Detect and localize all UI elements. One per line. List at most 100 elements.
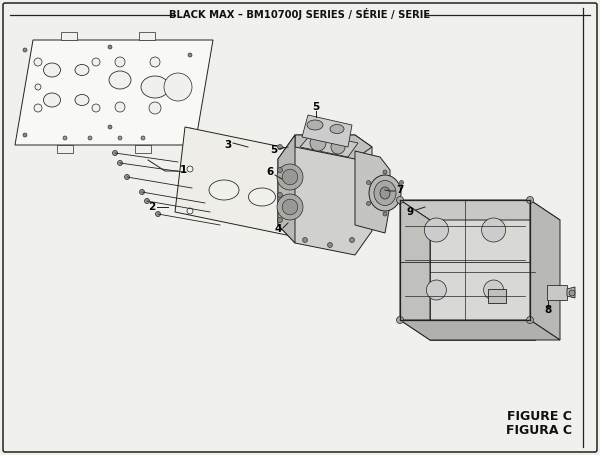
Circle shape xyxy=(277,145,283,150)
Text: FIGURE C: FIGURE C xyxy=(507,410,572,424)
Text: 7: 7 xyxy=(397,185,404,195)
Text: 5: 5 xyxy=(313,102,320,112)
Circle shape xyxy=(63,136,67,140)
Polygon shape xyxy=(567,287,575,298)
Circle shape xyxy=(331,140,345,154)
FancyBboxPatch shape xyxy=(3,3,597,452)
Circle shape xyxy=(92,58,100,66)
Ellipse shape xyxy=(248,188,275,206)
Text: FIGURA C: FIGURA C xyxy=(506,424,572,436)
Circle shape xyxy=(484,280,503,300)
Circle shape xyxy=(23,48,27,52)
Circle shape xyxy=(424,218,448,242)
Ellipse shape xyxy=(44,63,61,77)
Circle shape xyxy=(482,218,506,242)
Polygon shape xyxy=(400,320,560,340)
Ellipse shape xyxy=(75,65,89,76)
Bar xyxy=(430,215,535,340)
Circle shape xyxy=(282,169,298,185)
Circle shape xyxy=(125,175,130,180)
Ellipse shape xyxy=(314,203,336,218)
Circle shape xyxy=(23,133,27,137)
Ellipse shape xyxy=(369,175,401,211)
Circle shape xyxy=(277,194,303,220)
Bar xyxy=(547,285,567,300)
Bar xyxy=(488,288,506,303)
Text: 8: 8 xyxy=(544,305,551,315)
Circle shape xyxy=(108,45,112,49)
Circle shape xyxy=(335,182,341,188)
Ellipse shape xyxy=(330,125,344,133)
Text: BLACK MAX – BM10700J SERIES / SÉRIE / SERIE: BLACK MAX – BM10700J SERIES / SÉRIE / SE… xyxy=(169,7,431,20)
Circle shape xyxy=(187,166,193,172)
Circle shape xyxy=(150,57,160,67)
Circle shape xyxy=(367,181,371,184)
Circle shape xyxy=(115,57,125,67)
Ellipse shape xyxy=(44,93,61,107)
Polygon shape xyxy=(61,32,77,40)
Circle shape xyxy=(34,58,42,66)
Circle shape xyxy=(527,317,533,324)
Circle shape xyxy=(427,280,446,300)
Circle shape xyxy=(164,73,192,101)
Polygon shape xyxy=(175,127,345,245)
Circle shape xyxy=(108,125,112,129)
Ellipse shape xyxy=(307,120,323,130)
Circle shape xyxy=(115,102,125,112)
Circle shape xyxy=(383,170,387,174)
Text: 5: 5 xyxy=(271,145,278,155)
Circle shape xyxy=(92,104,100,112)
Circle shape xyxy=(328,243,332,248)
Ellipse shape xyxy=(374,181,396,206)
Circle shape xyxy=(139,189,145,194)
Circle shape xyxy=(400,181,403,184)
Circle shape xyxy=(88,136,92,140)
Circle shape xyxy=(155,212,161,217)
Circle shape xyxy=(277,167,283,172)
Circle shape xyxy=(302,238,308,243)
Ellipse shape xyxy=(287,197,313,213)
Polygon shape xyxy=(139,32,155,40)
Circle shape xyxy=(367,202,371,206)
Circle shape xyxy=(35,84,41,90)
Polygon shape xyxy=(135,145,151,153)
Polygon shape xyxy=(295,135,372,159)
Polygon shape xyxy=(300,133,358,157)
Circle shape xyxy=(383,212,387,216)
Circle shape xyxy=(145,198,149,203)
Circle shape xyxy=(400,202,403,206)
Polygon shape xyxy=(278,135,295,243)
Text: 1: 1 xyxy=(179,165,187,175)
Circle shape xyxy=(277,192,283,197)
Polygon shape xyxy=(278,135,372,255)
Polygon shape xyxy=(400,200,560,220)
Polygon shape xyxy=(302,115,352,147)
Polygon shape xyxy=(355,151,390,233)
Text: 2: 2 xyxy=(148,202,155,212)
Circle shape xyxy=(282,199,298,215)
Text: 6: 6 xyxy=(266,167,274,177)
Circle shape xyxy=(34,104,42,112)
Circle shape xyxy=(188,128,192,132)
Text: 4: 4 xyxy=(274,224,281,234)
Circle shape xyxy=(113,151,118,156)
Circle shape xyxy=(187,208,193,214)
Circle shape xyxy=(335,224,341,230)
Circle shape xyxy=(118,161,122,166)
Text: 9: 9 xyxy=(406,207,413,217)
Ellipse shape xyxy=(141,76,169,98)
Ellipse shape xyxy=(380,187,390,199)
Ellipse shape xyxy=(109,71,131,89)
Circle shape xyxy=(141,136,145,140)
Polygon shape xyxy=(57,145,73,153)
Polygon shape xyxy=(15,40,213,145)
Circle shape xyxy=(527,197,533,203)
Circle shape xyxy=(277,217,283,222)
Ellipse shape xyxy=(75,95,89,106)
Text: 3: 3 xyxy=(224,140,232,150)
Circle shape xyxy=(310,135,326,151)
Circle shape xyxy=(118,136,122,140)
Circle shape xyxy=(149,102,161,114)
Ellipse shape xyxy=(209,180,239,200)
Polygon shape xyxy=(530,200,560,340)
